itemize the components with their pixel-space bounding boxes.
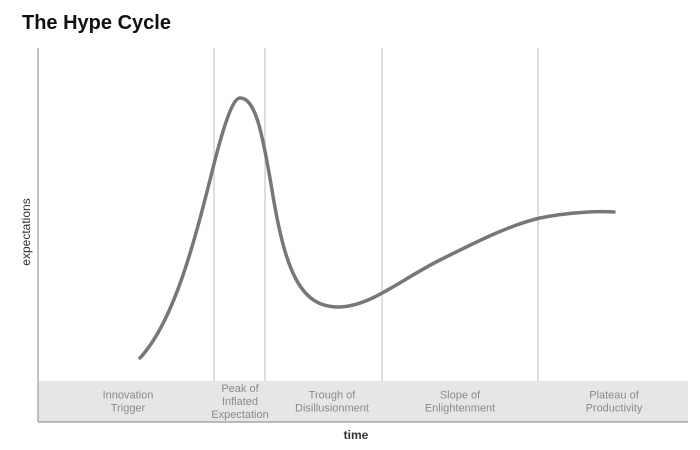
title: The Hype Cycle	[22, 12, 171, 34]
hype-curve	[138, 96, 616, 360]
phase-label: Peak of Inflated Expectation	[211, 383, 268, 421]
phase-label-line: Plateau of	[589, 390, 639, 402]
phase-dividers	[213, 48, 539, 381]
phase-label-line: Disillusionment	[295, 403, 369, 415]
phase-label-line: Trough of	[309, 390, 357, 402]
x-axis-label: time	[344, 428, 369, 442]
phase-label-line: Peak of	[221, 383, 259, 395]
phase-label-line: Productivity	[586, 403, 643, 415]
phase-label-line: Innovation	[103, 390, 154, 402]
phase-label-line: Enlightenment	[425, 403, 495, 415]
phase-label-line: Slope of	[440, 390, 481, 402]
phase-label: Trough of Disillusionment	[295, 390, 369, 415]
phase-label-line: Expectation	[211, 409, 268, 421]
phase-label: Slope of Enlightenment	[425, 390, 495, 415]
phase-label-line: Trigger	[111, 403, 146, 415]
phase-label-line: Inflated	[222, 396, 258, 408]
phase-labels: Innovation Trigger Peak of Inflated Expectat…	[103, 383, 643, 421]
phase-band	[38, 381, 688, 422]
phase-label: Innovation Trigger	[103, 390, 154, 415]
phase-label: Plateau of Productivity	[586, 390, 643, 415]
y-axis-label: expectations	[19, 198, 33, 265]
